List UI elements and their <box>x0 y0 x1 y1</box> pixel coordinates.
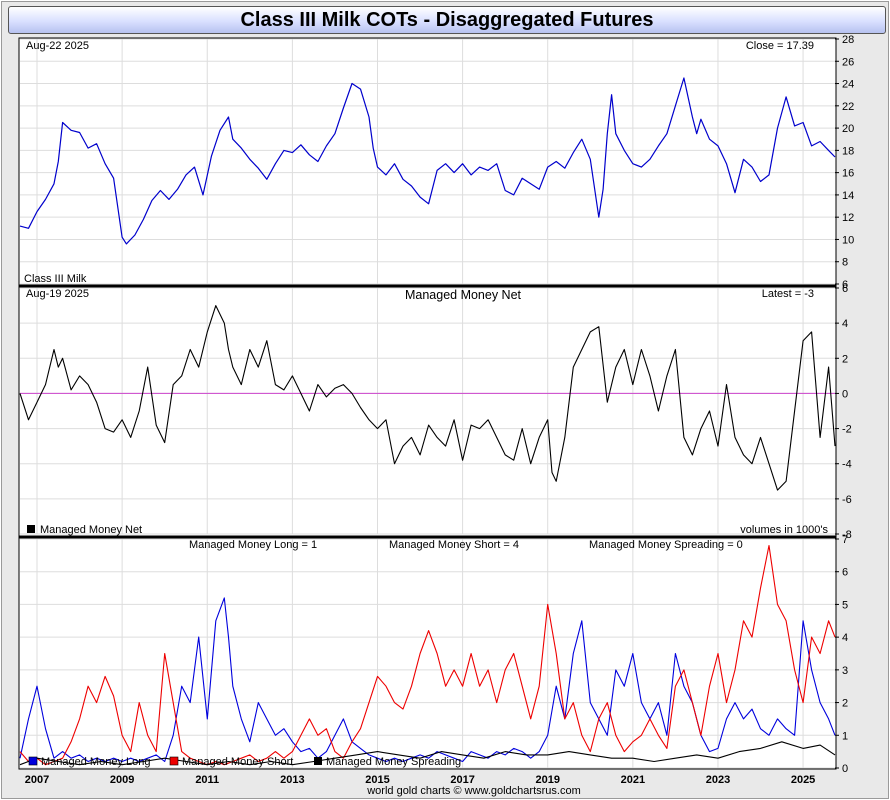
x-tick-label: 2009 <box>110 774 134 786</box>
spreading-header-label: Managed Money Spreading = 0 <box>589 539 743 551</box>
y-tick-label: 28 <box>842 34 854 46</box>
price-line <box>19 77 836 245</box>
y-tick-label: -2 <box>842 424 852 436</box>
y-tick-label: 1 <box>842 730 848 742</box>
x-tick-label: 2017 <box>450 774 474 786</box>
y-tick-label: -8 <box>842 529 852 541</box>
y-tick-label: 4 <box>842 632 848 644</box>
managed-money-short-line <box>19 544 836 766</box>
y-tick-label: 5 <box>842 599 848 611</box>
spreading-legend: Managed Money Spreading <box>326 756 461 768</box>
y-tick-label: 7 <box>842 534 848 546</box>
x-tick-labels: 2007 2009 2011 2013 2015 2017 2019 2021 2023 2025 <box>25 774 816 786</box>
y-tick-label: 12 <box>842 212 854 224</box>
y-tick-label: 3 <box>842 665 848 677</box>
chart-title: Class III Milk COTs - Disaggregated Futu… <box>240 9 654 31</box>
y-tick-label: 0 <box>842 763 848 775</box>
net-legend-swatch <box>27 525 35 533</box>
net-legend: Managed Money Net <box>40 524 142 536</box>
y-tick-label: 6 <box>842 279 848 291</box>
price-close-label: Close = 17.39 <box>746 40 814 52</box>
y-tick-labels: 6810121416182022242628-8-6-4-20246012345… <box>835 34 854 775</box>
short-legend: Managed Money Short <box>182 756 293 768</box>
short-legend-swatch <box>169 756 179 766</box>
y-tick-label: 6 <box>842 567 848 579</box>
long-header-label: Managed Money Long = 1 <box>189 539 317 551</box>
net-panel-title: Managed Money Net <box>405 288 522 302</box>
price-legend: Class III Milk <box>24 273 87 285</box>
grid-lines <box>20 38 835 769</box>
y-tick-label: 18 <box>842 145 854 157</box>
spreading-legend-swatch <box>314 757 322 765</box>
x-tick-label: 2015 <box>365 774 389 786</box>
panel-divider-1 <box>19 284 836 288</box>
x-tick-label: 2011 <box>195 774 219 786</box>
series-layer <box>19 77 836 766</box>
x-tick-label: 2007 <box>25 774 49 786</box>
net-panel <box>18 285 837 538</box>
y-tick-label: 14 <box>842 190 854 202</box>
x-tick-label: 2023 <box>706 774 730 786</box>
managed-money-spreading-line <box>19 741 836 766</box>
y-tick-label: 26 <box>842 56 854 68</box>
x-tick-label: 2013 <box>280 774 304 786</box>
y-tick-label: 22 <box>842 101 854 113</box>
y-tick-label: 24 <box>842 79 854 91</box>
y-tick-label: 2 <box>842 353 848 365</box>
net-line <box>19 305 836 491</box>
y-tick-label: 0 <box>842 388 848 400</box>
y-tick-label: -4 <box>842 459 852 471</box>
short-header-label: Managed Money Short = 4 <box>389 539 519 551</box>
y-tick-label: 8 <box>842 257 848 269</box>
y-tick-label: 6 <box>842 283 848 295</box>
x-tick-label: 2019 <box>535 774 559 786</box>
title-bar: Class III Milk COTs - Disaggregated Futu… <box>8 6 886 34</box>
x-tick-label: 2021 <box>621 774 645 786</box>
y-tick-label: 16 <box>842 168 854 180</box>
y-tick-label: -6 <box>842 494 852 506</box>
price-panel <box>18 37 837 287</box>
y-tick-label: 4 <box>842 318 848 330</box>
volumes-note: volumes in 1000's <box>740 524 828 536</box>
panel-divider-2 <box>19 535 836 539</box>
y-tick-label: 20 <box>842 123 854 135</box>
footer-credit: world gold charts © www.goldchartsrus.co… <box>366 785 581 797</box>
price-date-label: Aug-22 2025 <box>26 40 89 52</box>
net-date-label: Aug-19 2025 <box>26 288 89 300</box>
long-legend: Managed Money Long <box>41 756 150 768</box>
long-legend-swatch <box>28 756 38 766</box>
net-latest-label: Latest = -3 <box>762 288 814 300</box>
x-tick-label: 2025 <box>791 774 815 786</box>
y-tick-label: 10 <box>842 234 854 246</box>
y-tick-label: 2 <box>842 698 848 710</box>
